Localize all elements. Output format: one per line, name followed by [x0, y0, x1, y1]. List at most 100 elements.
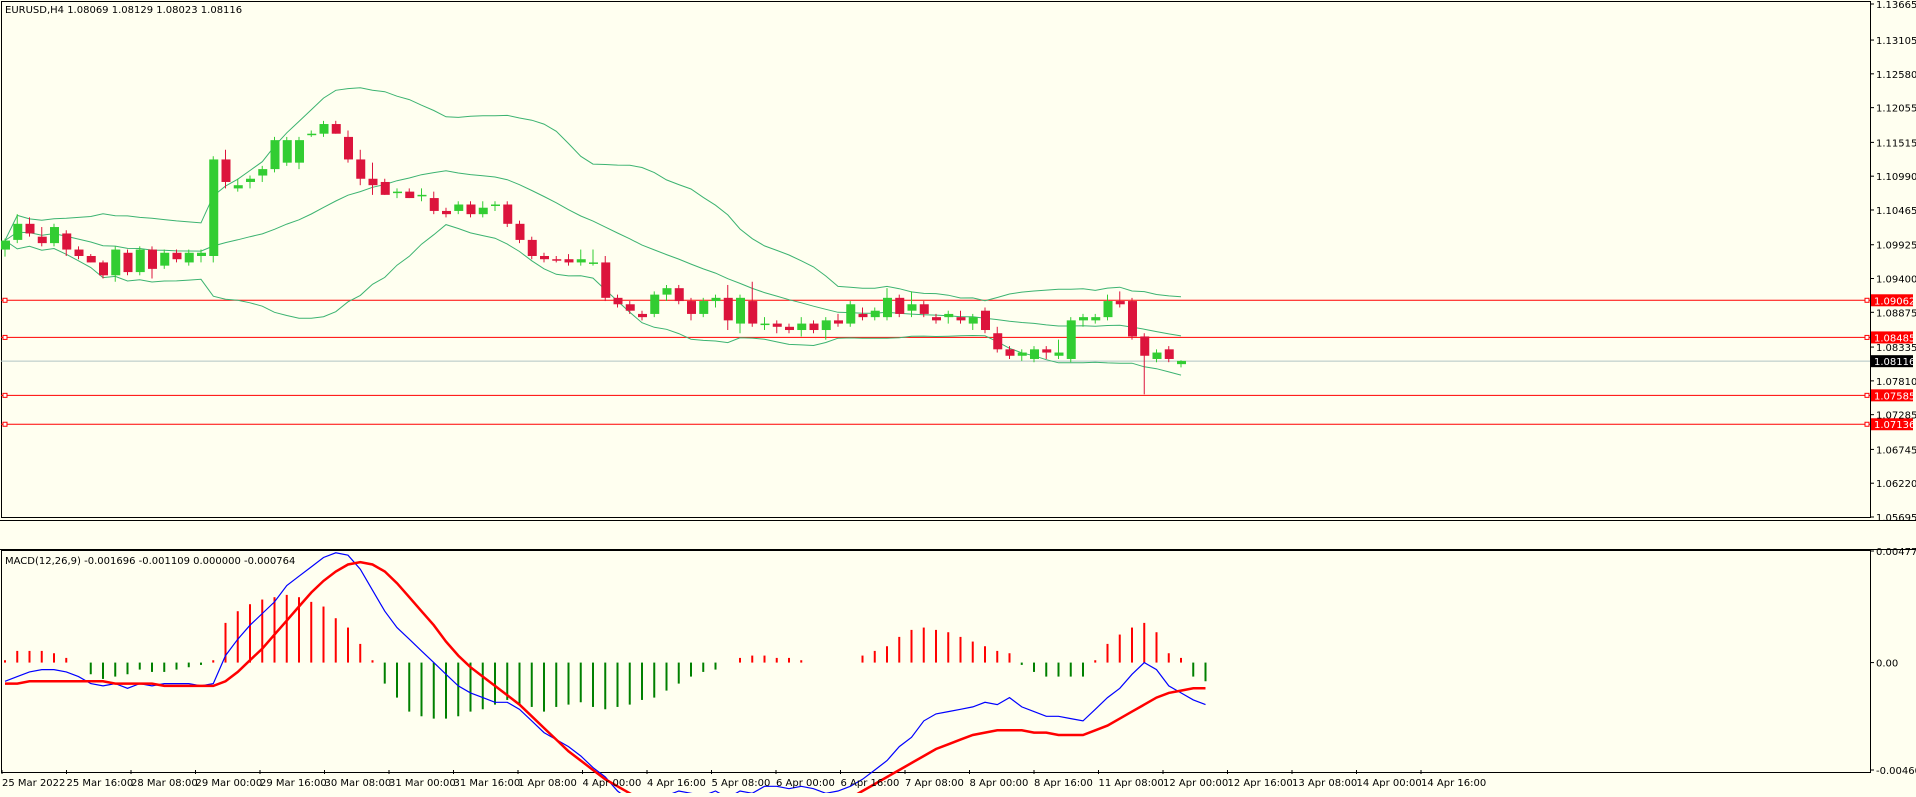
candle-body: [13, 223, 23, 240]
candle: [625, 301, 635, 314]
candle-body: [760, 323, 770, 326]
candle-body: [809, 323, 819, 331]
candle: [870, 307, 880, 321]
candle-body: [417, 194, 427, 197]
candle-body: [674, 288, 684, 302]
candle: [564, 254, 574, 266]
level-handle[interactable]: [2, 334, 8, 340]
time-tick-label: 6 Apr 16:00: [841, 778, 900, 789]
price-tick-label: 1.05695: [1876, 513, 1916, 524]
candle-body: [111, 249, 121, 276]
candle: [748, 281, 758, 327]
candle: [797, 317, 807, 337]
candle-body: [1128, 301, 1137, 337]
candle: [613, 294, 623, 308]
candle: [785, 323, 794, 334]
price-tick-label: 1.08335: [1876, 343, 1916, 354]
price-tick-label: 1.13665: [1876, 0, 1916, 11]
level-handle[interactable]: [1864, 421, 1870, 427]
candle: [723, 284, 733, 331]
candle-body: [601, 262, 611, 298]
candle-body: [662, 288, 672, 295]
candle: [307, 130, 317, 137]
candle-body: [135, 249, 145, 273]
candle: [25, 217, 35, 237]
candle-body: [307, 133, 317, 136]
candle: [601, 255, 611, 302]
candle-body: [221, 159, 231, 182]
candle: [638, 310, 647, 321]
candle: [405, 188, 415, 199]
candle: [454, 201, 464, 215]
candle-body: [1140, 336, 1150, 356]
time-tick-label: 28 Mar 08:00: [131, 778, 198, 789]
candle-body: [1164, 349, 1174, 359]
candle-body: [895, 297, 905, 314]
time-tick-label: 7 Apr 08:00: [905, 778, 964, 789]
candle-body: [1152, 352, 1162, 359]
level-handle[interactable]: [1864, 297, 1870, 303]
candle-body: [846, 304, 856, 324]
time-tick-label: 29 Mar 16:00: [260, 778, 327, 789]
candle: [1066, 317, 1076, 363]
candle: [527, 236, 537, 260]
level-price-tag: [1871, 294, 1913, 307]
macd-subwindow: 0.004779 0.00 -0.004601: [4, 547, 1916, 797]
candle: [1177, 360, 1186, 368]
candle-body: [956, 317, 966, 321]
price-tick-label: 1.09925: [1876, 241, 1916, 252]
candle: [233, 178, 243, 192]
candle: [650, 291, 660, 318]
candle: [895, 294, 905, 318]
candle-body: [540, 255, 549, 260]
macd-tick-label: 0.00: [1876, 659, 1898, 670]
price-axis[interactable]: 1.13665 1.13105 1.12580 1.12055 1.11515 1.109…: [1870, 0, 1916, 524]
level-handle[interactable]: [2, 297, 8, 303]
candle-body: [576, 259, 586, 263]
candle: [1030, 346, 1039, 363]
bollinger-bands: [4, 87, 1182, 376]
candle-body: [37, 236, 47, 244]
candle: [1140, 333, 1150, 395]
macd-tick-label: 0.004779: [1876, 547, 1916, 558]
candle-body: [932, 317, 941, 321]
candle: [515, 220, 525, 244]
time-tick-label: 25 Mar 16:00: [67, 778, 134, 789]
price-tick-label: 1.11515: [1876, 138, 1916, 149]
candle: [760, 317, 770, 331]
time-tick-label: 31 Mar 00:00: [389, 778, 456, 789]
price-tick-label: 1.12055: [1876, 104, 1916, 115]
candle-body: [344, 136, 353, 160]
candle: [380, 178, 390, 195]
current-price-label: 1.08116: [1874, 357, 1915, 368]
macd-header: MACD(12,26,9) -0.001696 -0.001109 0.0000…: [5, 556, 295, 567]
candle-body: [919, 304, 929, 314]
candle-body: [246, 178, 255, 182]
level-handle[interactable]: [2, 421, 8, 427]
candle: [503, 201, 513, 228]
bollinger-lower: [4, 224, 1182, 376]
candle-body: [123, 252, 133, 273]
level-handle[interactable]: [1864, 392, 1870, 398]
candle-body: [907, 304, 917, 311]
price-tick-label: 1.07285: [1876, 411, 1916, 422]
level-price-label: 1.07136: [1874, 420, 1915, 431]
level-handle[interactable]: [1864, 334, 1870, 340]
candle-body: [99, 262, 108, 276]
candle: [50, 223, 59, 247]
candle: [1017, 349, 1027, 361]
candle: [711, 294, 721, 308]
price-tick-label: 1.10465: [1876, 206, 1916, 217]
candle: [184, 249, 194, 266]
time-tick-label: 14 Apr 00:00: [1357, 778, 1422, 789]
candle-body: [270, 140, 280, 170]
level-price-tag: [1871, 389, 1913, 402]
horizontal-levels[interactable]: 1.09062 1.08485 1.07585 1.07136 1.08116: [1, 294, 1915, 431]
candle: [1128, 297, 1137, 340]
candle-body: [466, 204, 476, 215]
candle-body: [50, 227, 59, 244]
level-handle[interactable]: [2, 392, 8, 398]
